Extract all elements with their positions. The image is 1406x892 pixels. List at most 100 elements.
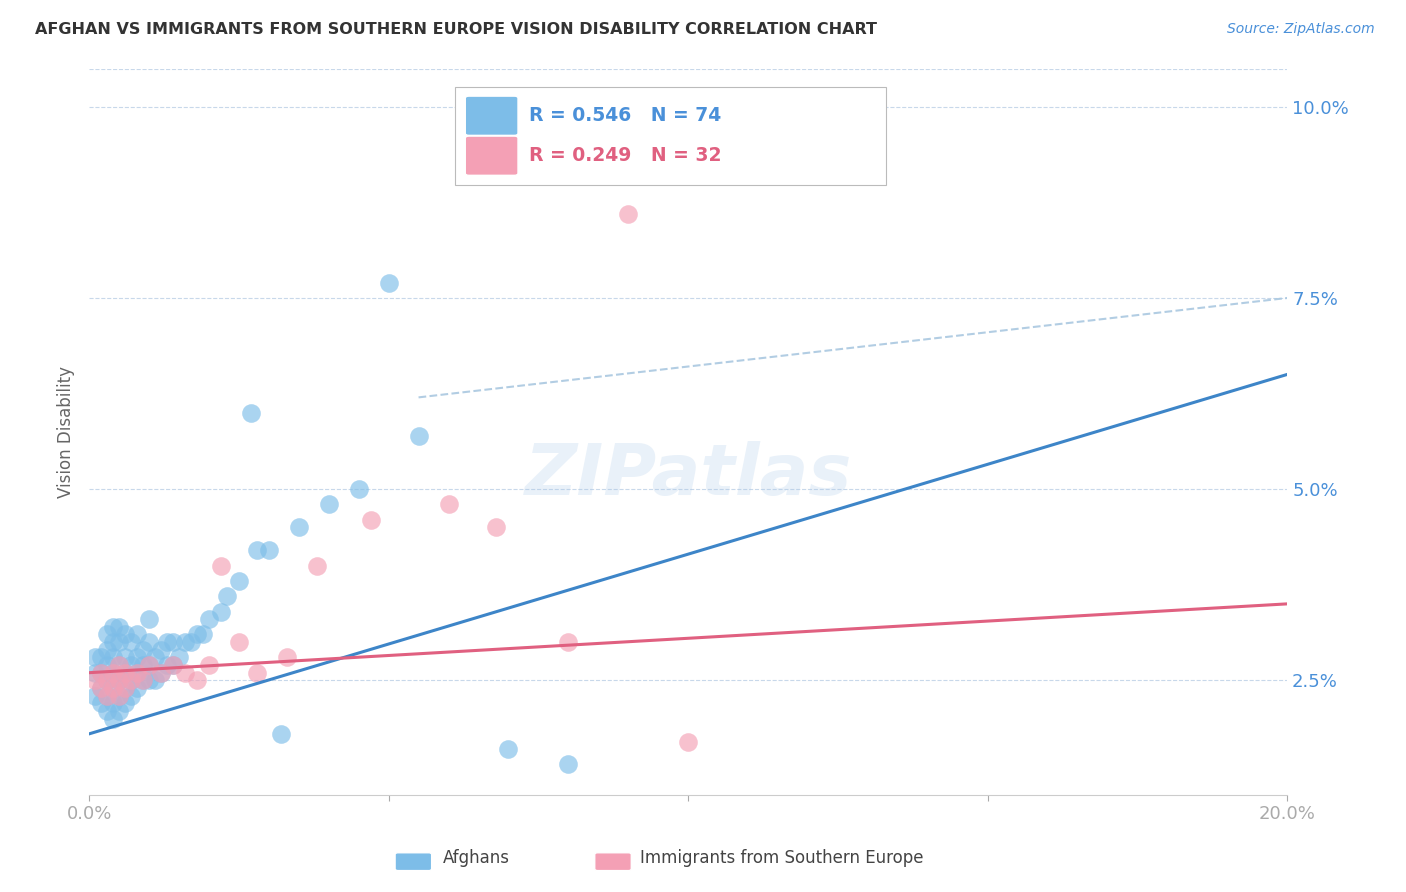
Point bbox=[114, 627, 136, 641]
Point bbox=[186, 673, 208, 688]
Point bbox=[96, 627, 118, 641]
Point bbox=[186, 627, 208, 641]
Point bbox=[101, 665, 124, 680]
Point bbox=[143, 650, 166, 665]
Point bbox=[408, 428, 430, 442]
Point bbox=[149, 665, 172, 680]
FancyBboxPatch shape bbox=[465, 96, 517, 136]
Text: R = 0.249   N = 32: R = 0.249 N = 32 bbox=[529, 146, 721, 165]
Point bbox=[90, 681, 112, 695]
Point bbox=[143, 673, 166, 688]
Point bbox=[360, 513, 382, 527]
Point bbox=[287, 520, 309, 534]
Point bbox=[557, 635, 579, 649]
Point bbox=[108, 673, 131, 688]
Point bbox=[84, 665, 107, 680]
Point bbox=[162, 658, 184, 673]
Point bbox=[114, 681, 136, 695]
Text: ZIPatlas: ZIPatlas bbox=[524, 441, 852, 510]
Point bbox=[114, 665, 136, 680]
Point bbox=[101, 665, 124, 680]
Point bbox=[149, 642, 172, 657]
Point bbox=[125, 665, 148, 680]
FancyBboxPatch shape bbox=[465, 136, 517, 176]
Point bbox=[162, 635, 184, 649]
Point bbox=[167, 650, 190, 665]
Text: Source: ZipAtlas.com: Source: ZipAtlas.com bbox=[1227, 22, 1375, 37]
Point bbox=[209, 558, 232, 573]
Point bbox=[138, 635, 160, 649]
Point bbox=[101, 635, 124, 649]
Point bbox=[101, 650, 124, 665]
Point bbox=[209, 605, 232, 619]
Point bbox=[149, 665, 172, 680]
Point bbox=[138, 612, 160, 626]
Point bbox=[138, 673, 160, 688]
Point bbox=[162, 658, 184, 673]
Point bbox=[108, 658, 131, 673]
Point bbox=[138, 658, 160, 673]
Point bbox=[96, 673, 118, 688]
Point bbox=[101, 712, 124, 726]
FancyBboxPatch shape bbox=[454, 87, 886, 185]
Point bbox=[174, 665, 197, 680]
Point bbox=[84, 689, 107, 703]
Point bbox=[485, 520, 508, 534]
Point bbox=[156, 658, 179, 673]
Point bbox=[120, 673, 142, 688]
Point bbox=[132, 673, 155, 688]
Point bbox=[125, 681, 148, 695]
Point bbox=[132, 658, 155, 673]
Point bbox=[90, 665, 112, 680]
Point bbox=[90, 696, 112, 710]
Point bbox=[101, 620, 124, 634]
Point bbox=[132, 673, 155, 688]
Point bbox=[377, 276, 399, 290]
Point bbox=[114, 665, 136, 680]
Text: Immigrants from Southern Europe: Immigrants from Southern Europe bbox=[640, 848, 924, 866]
Point bbox=[347, 482, 370, 496]
Point bbox=[270, 727, 292, 741]
Point bbox=[125, 665, 148, 680]
Point bbox=[90, 665, 112, 680]
Point bbox=[138, 658, 160, 673]
Point bbox=[156, 635, 179, 649]
Point bbox=[108, 689, 131, 703]
Point bbox=[498, 742, 520, 756]
Point bbox=[108, 620, 131, 634]
Point bbox=[437, 498, 460, 512]
Point bbox=[125, 650, 148, 665]
Text: AFGHAN VS IMMIGRANTS FROM SOUTHERN EUROPE VISION DISABILITY CORRELATION CHART: AFGHAN VS IMMIGRANTS FROM SOUTHERN EUROP… bbox=[35, 22, 877, 37]
Point bbox=[96, 689, 118, 703]
Point bbox=[215, 589, 238, 603]
Point bbox=[198, 612, 221, 626]
Point bbox=[120, 673, 142, 688]
Point bbox=[101, 681, 124, 695]
Point bbox=[114, 650, 136, 665]
Point bbox=[96, 642, 118, 657]
Point bbox=[96, 689, 118, 703]
Text: R = 0.546   N = 74: R = 0.546 N = 74 bbox=[529, 106, 721, 125]
Point bbox=[120, 689, 142, 703]
Point bbox=[108, 673, 131, 688]
Point bbox=[318, 498, 340, 512]
Point bbox=[180, 635, 202, 649]
Point bbox=[676, 734, 699, 748]
Point bbox=[191, 627, 214, 641]
Y-axis label: Vision Disability: Vision Disability bbox=[58, 366, 75, 498]
Point bbox=[257, 543, 280, 558]
Point bbox=[96, 704, 118, 718]
Point bbox=[246, 665, 269, 680]
Point bbox=[108, 689, 131, 703]
Point bbox=[246, 543, 269, 558]
Point bbox=[108, 635, 131, 649]
Point bbox=[198, 658, 221, 673]
Point bbox=[125, 627, 148, 641]
Point bbox=[228, 635, 250, 649]
Point bbox=[101, 681, 124, 695]
Point bbox=[617, 207, 640, 221]
Point bbox=[108, 658, 131, 673]
Point bbox=[96, 673, 118, 688]
Point bbox=[84, 650, 107, 665]
Point bbox=[114, 681, 136, 695]
